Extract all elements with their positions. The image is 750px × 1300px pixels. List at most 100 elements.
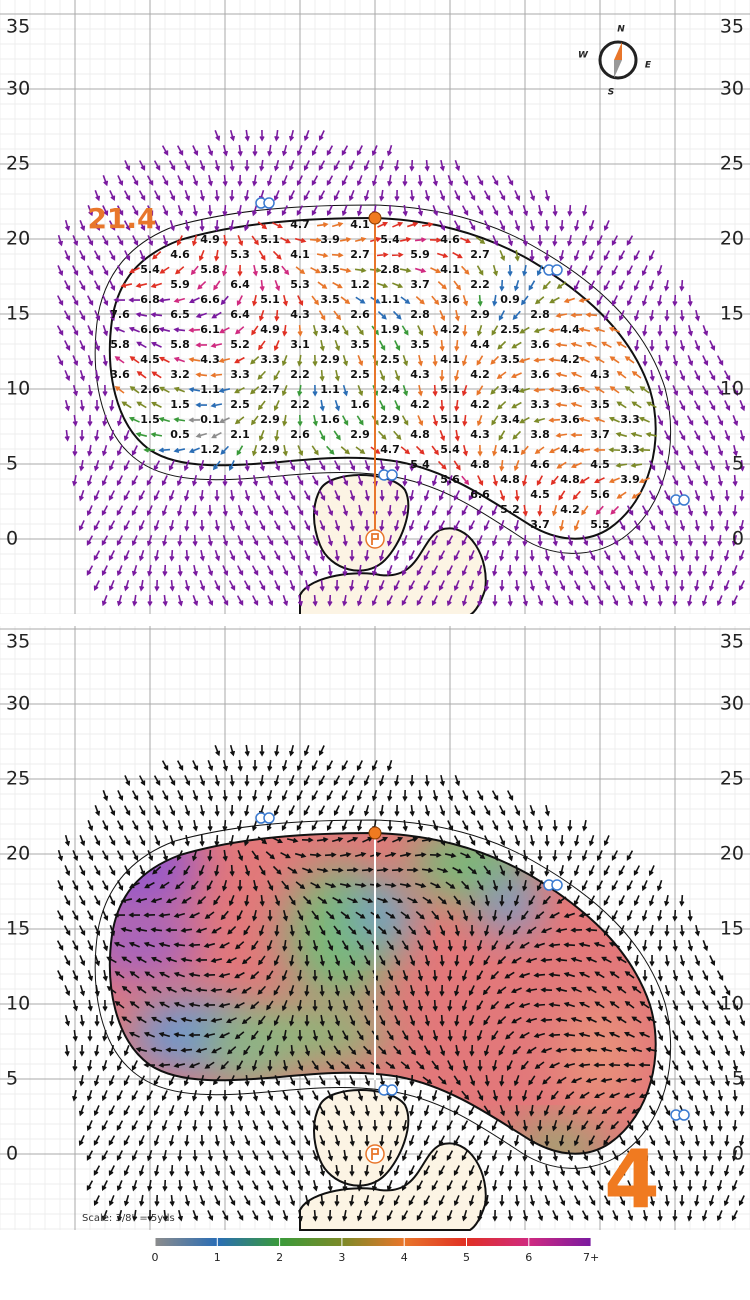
slope-arrow	[626, 880, 633, 891]
slope-arrow	[94, 1014, 100, 1027]
slope-arrow	[159, 1001, 170, 1009]
slope-arrow	[401, 1030, 409, 1041]
slope-value: 2.9	[320, 353, 340, 366]
slope-arrow	[116, 850, 124, 861]
y-tick-label: 30	[720, 693, 744, 715]
slope-arrow	[611, 850, 619, 861]
slope-arrow	[180, 927, 193, 933]
slope-arrow	[327, 594, 333, 607]
slope-arrow	[158, 1062, 171, 1068]
slope-arrow	[387, 1119, 393, 1132]
slope-arrow	[138, 1164, 145, 1177]
slope-arrow	[424, 774, 430, 787]
slope-arrow	[162, 205, 169, 217]
slope-value: 2.9	[260, 413, 280, 426]
slope-arrow	[165, 956, 177, 963]
slope-arrow	[222, 504, 228, 517]
slope-arrow	[207, 1119, 213, 1132]
slope-arrow	[101, 505, 109, 516]
slope-value: 4.6	[440, 233, 460, 246]
slope-arrow	[113, 297, 126, 303]
slope-value: 1.5	[170, 398, 190, 411]
slope-arrow	[214, 130, 221, 142]
slope-arrow	[258, 550, 266, 561]
slope-arrow	[301, 837, 314, 843]
slope-arrow	[507, 205, 514, 217]
slope-arrow	[371, 1210, 378, 1222]
slope-arrow	[364, 1015, 371, 1026]
slope-arrow	[304, 1194, 310, 1207]
slope-arrow	[608, 1092, 620, 1099]
slope-arrow	[394, 774, 400, 787]
slope-arrow	[520, 445, 529, 456]
slope-arrow	[555, 372, 568, 378]
slope-arrow	[439, 339, 445, 352]
slope-arrow	[491, 940, 499, 951]
slope-arrow	[739, 1104, 745, 1117]
slope-arrow	[183, 1075, 190, 1087]
slope-arrow	[431, 595, 438, 606]
slope-arrow	[624, 1001, 635, 1009]
slope-arrow	[258, 1165, 266, 1176]
slope-arrow	[626, 910, 633, 922]
slope-arrow	[570, 432, 583, 438]
slope-arrow	[540, 1017, 553, 1023]
slope-arrow	[460, 852, 472, 859]
slope-arrow	[542, 1075, 552, 1085]
slope-arrow	[173, 1062, 186, 1068]
slope-arrow	[522, 1119, 528, 1132]
slope-arrow	[717, 474, 723, 487]
slope-arrow	[649, 1165, 656, 1177]
slope-arrow	[648, 865, 655, 877]
slope-arrow	[251, 1059, 258, 1072]
slope-arrow	[234, 416, 245, 425]
slope-arrow	[572, 1105, 581, 1115]
slope-arrow	[578, 356, 590, 363]
slope-arrow	[192, 175, 199, 187]
slope-arrow	[633, 865, 641, 876]
slope-arrow	[288, 744, 295, 757]
slope-arrow	[195, 342, 208, 348]
slope-arrow	[724, 1134, 730, 1147]
slope-arrow	[391, 252, 404, 258]
colorbar-label: 2	[276, 1251, 283, 1264]
slope-arrow	[540, 1047, 552, 1054]
slope-arrow	[499, 459, 505, 472]
slope-arrow	[627, 565, 634, 577]
slope-arrow	[214, 864, 220, 877]
slope-arrow	[303, 1075, 311, 1086]
slope-arrow	[616, 491, 627, 499]
slope-arrow	[376, 252, 389, 258]
slope-arrow	[536, 265, 543, 277]
slope-arrow	[257, 370, 267, 380]
slope-arrow	[702, 534, 708, 547]
slope-arrow	[327, 1030, 334, 1042]
slope-arrow	[123, 490, 131, 501]
slope-arrow	[431, 1089, 438, 1102]
slope-arrow	[79, 459, 85, 472]
slope-arrow	[154, 579, 160, 592]
y-tick-label: 25	[720, 768, 744, 790]
slope-arrow	[113, 912, 126, 918]
slope-arrow	[724, 459, 730, 472]
slope-arrow	[258, 1195, 266, 1206]
slope-arrow	[630, 431, 643, 438]
slope-value: 3.7	[410, 278, 430, 291]
y-tick-label: 30	[6, 78, 30, 100]
slope-arrow	[453, 1105, 460, 1116]
slope-value: 7.6	[110, 308, 130, 321]
slope-arrow	[210, 402, 223, 408]
slope-arrow	[574, 1165, 581, 1177]
slope-arrow	[477, 1059, 483, 1072]
slope-arrow	[649, 954, 655, 967]
slope-arrow	[716, 385, 724, 396]
slope-arrow	[312, 564, 318, 577]
slope-arrow	[190, 265, 199, 276]
slope-arrow	[461, 594, 468, 607]
slope-arrow	[349, 1194, 355, 1207]
slope-arrow	[609, 1001, 620, 1009]
slope-arrow	[139, 220, 146, 231]
slope-arrow	[87, 384, 93, 397]
slope-arrow	[507, 1179, 513, 1192]
slope-arrow	[732, 504, 738, 517]
